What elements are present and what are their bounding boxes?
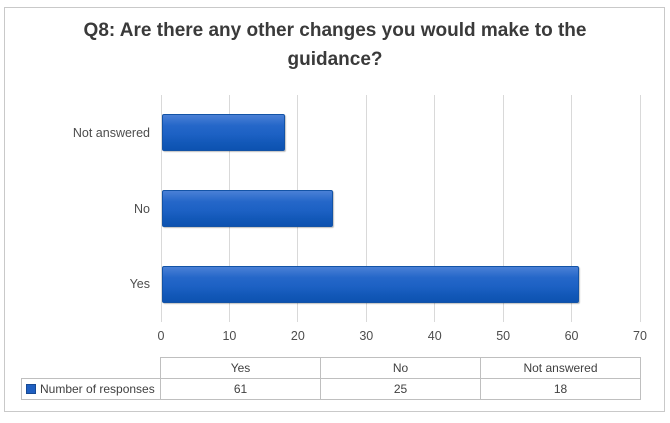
- gridline-x-40: [434, 95, 436, 322]
- data-table: Yes No Not answered Number of responses 61…: [21, 357, 641, 400]
- category-label-not-answered: Not answered: [72, 125, 150, 140]
- x-axis-tick-label-70: 70: [633, 329, 647, 343]
- table-header-no: No: [320, 357, 481, 379]
- bar-yes: [162, 265, 579, 303]
- legend-series-label: Number of responses: [40, 382, 155, 396]
- x-axis-tick-label-0: 0: [157, 329, 165, 343]
- gridline-x-50: [502, 95, 504, 322]
- x-axis-tick-label-50: 50: [496, 329, 511, 343]
- gridline-x-70: [639, 95, 641, 322]
- gridline-x-30: [365, 95, 367, 322]
- table-value-no: 25: [320, 378, 481, 400]
- bar-not-answered: [162, 114, 285, 152]
- table-value-not-answered: 18: [480, 378, 641, 400]
- table-corner-cell: [22, 358, 161, 379]
- category-label-yes: Yes: [129, 277, 150, 292]
- table-header-row: Yes No Not answered: [22, 357, 641, 379]
- table-data-row: Number of responses 61 25 18: [21, 378, 641, 400]
- bar-no: [162, 190, 333, 227]
- x-axis-tick-label-30: 30: [359, 329, 374, 343]
- gridline-x-60: [571, 95, 573, 322]
- legend-marker-icon: [26, 384, 36, 394]
- category-label-no: No: [134, 201, 150, 216]
- x-axis-tick-label-40: 40: [427, 329, 442, 343]
- chart-title: Q8: Are there any other changes you woul…: [83, 20, 587, 70]
- x-axis-tick-label-10: 10: [222, 329, 237, 343]
- legend-row-label-cell: Number of responses: [21, 378, 161, 400]
- table-header-not-answered: Not answered: [480, 357, 641, 379]
- x-axis-tick-label-20: 20: [290, 329, 305, 343]
- gridline-x-0: [160, 95, 162, 322]
- x-axis-tick-label-60: 60: [564, 329, 579, 343]
- table-value-yes: 61: [160, 378, 321, 400]
- table-header-yes: Yes: [160, 357, 321, 379]
